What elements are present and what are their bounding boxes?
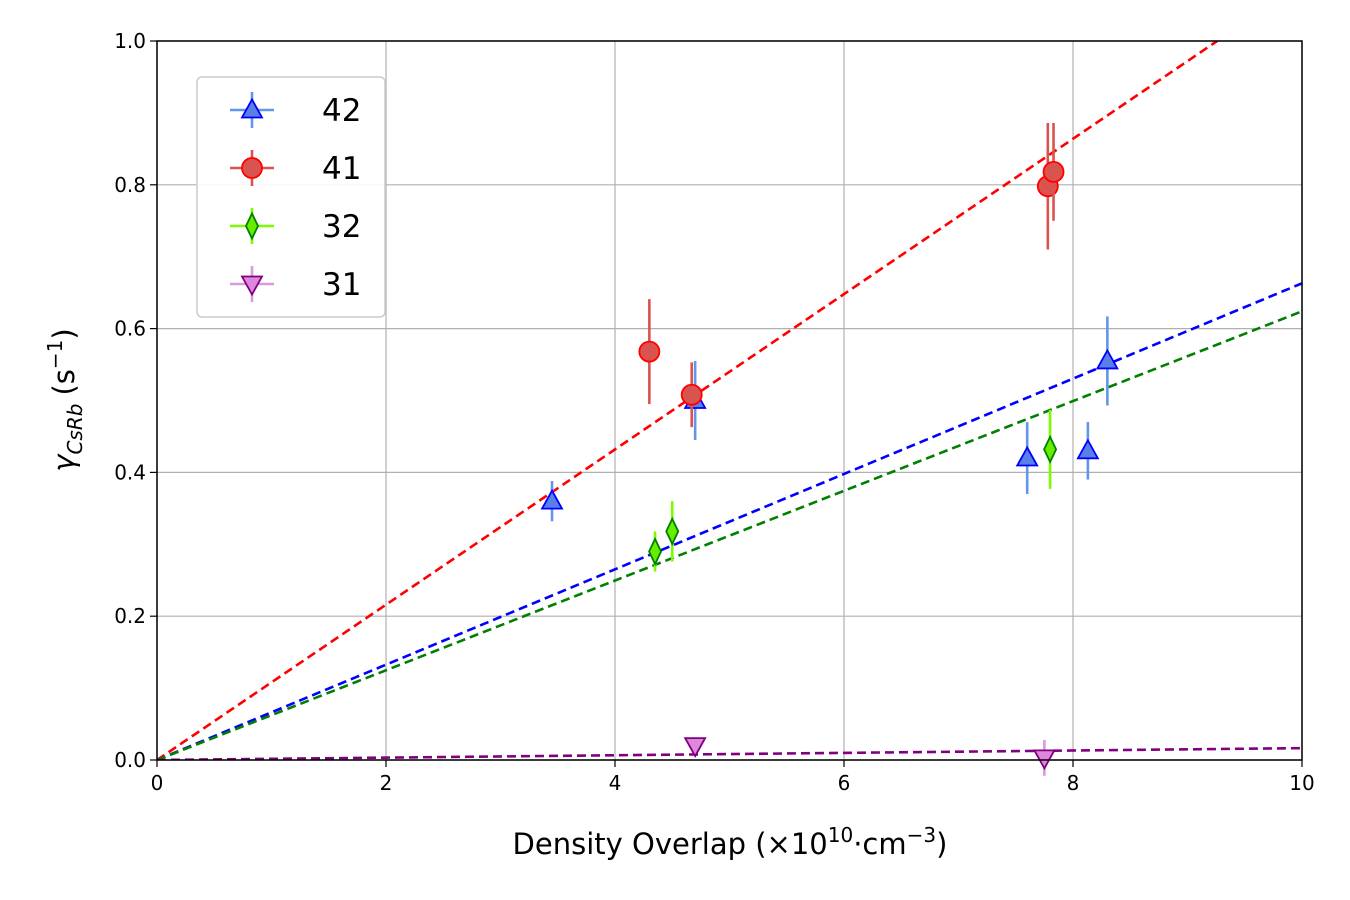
legend-marker-42	[240, 97, 264, 119]
plot-frame	[156, 40, 1303, 761]
grid	[156, 40, 1303, 761]
y-tick-label: 1.0	[114, 29, 146, 53]
legend: 42 41 32 31	[196, 76, 386, 318]
x-tick-label: 2	[380, 771, 393, 795]
y-tick-label: 0.8	[114, 173, 146, 197]
data-point-42	[1015, 445, 1039, 467]
data-point-42	[1076, 438, 1100, 460]
x-tick-label: 10	[1289, 771, 1314, 795]
data-points	[540, 122, 1119, 776]
x-tick-label: 6	[838, 771, 851, 795]
x-tick-label: 8	[1067, 771, 1080, 795]
y-tick-label: 0.4	[114, 460, 146, 484]
fit-line-41	[157, 41, 1220, 760]
legend-label-31: 31	[322, 267, 361, 303]
x-tick-label: 0	[151, 771, 164, 795]
legend-label-42: 42	[322, 93, 361, 129]
legend-label-32: 32	[322, 209, 361, 245]
data-point-41	[680, 383, 703, 406]
legend-marker-32	[245, 211, 259, 241]
legend-label-41: 41	[322, 151, 361, 187]
data-point-32	[1043, 434, 1058, 464]
fit-line-31	[157, 746, 1302, 760]
data-point-41	[1042, 160, 1065, 183]
legend-marker-41	[241, 157, 263, 179]
data-point-32	[648, 536, 663, 567]
data-point-41	[638, 340, 661, 363]
axis-ticks: 0 2 4 6 8 10 0.0 0.2 0.4 0.6 0.8 1.0	[114, 29, 1315, 795]
fit-lines	[157, 41, 1302, 760]
y-tick-label: 0.6	[114, 317, 146, 341]
y-tick-label: 0.0	[114, 748, 146, 772]
legend-marker-31	[240, 275, 264, 297]
y-axis-label: γCsRb(s−1)	[43, 328, 87, 471]
data-point-32	[665, 516, 680, 546]
data-point-42	[540, 488, 564, 510]
data-point-31	[683, 737, 707, 758]
x-axis-label: Density Overlap (×1010·cm−3)	[513, 823, 948, 861]
fit-line-32	[157, 310, 1302, 760]
fit-line-42	[157, 282, 1302, 760]
data-point-42	[1095, 348, 1119, 370]
y-tick-label: 0.2	[114, 604, 146, 628]
legend-frame	[196, 76, 386, 318]
x-tick-label: 4	[609, 771, 622, 795]
